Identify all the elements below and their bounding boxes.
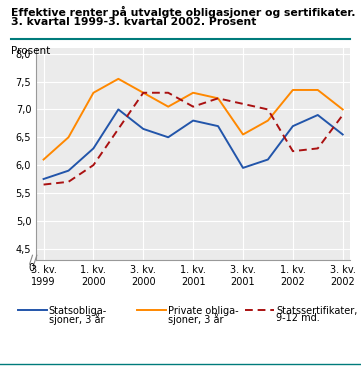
Text: 3. kvartal 1999-3. kvartal 2002. Prosent: 3. kvartal 1999-3. kvartal 2002. Prosent: [11, 17, 256, 27]
Text: Statsobliga-: Statsobliga-: [49, 306, 107, 316]
Text: sjoner, 3 år: sjoner, 3 år: [168, 313, 223, 325]
Text: sjoner, 3 år: sjoner, 3 år: [49, 313, 104, 325]
Text: Private obliga-: Private obliga-: [168, 306, 239, 316]
Text: Effektive renter på utvalgte obligasjoner og sertifikater.: Effektive renter på utvalgte obligasjone…: [11, 6, 355, 18]
Text: 0: 0: [28, 263, 34, 273]
Text: Statssertifikater,: Statssertifikater,: [276, 306, 357, 316]
Text: Prosent: Prosent: [11, 46, 50, 56]
Text: 9-12 md.: 9-12 md.: [276, 313, 320, 324]
